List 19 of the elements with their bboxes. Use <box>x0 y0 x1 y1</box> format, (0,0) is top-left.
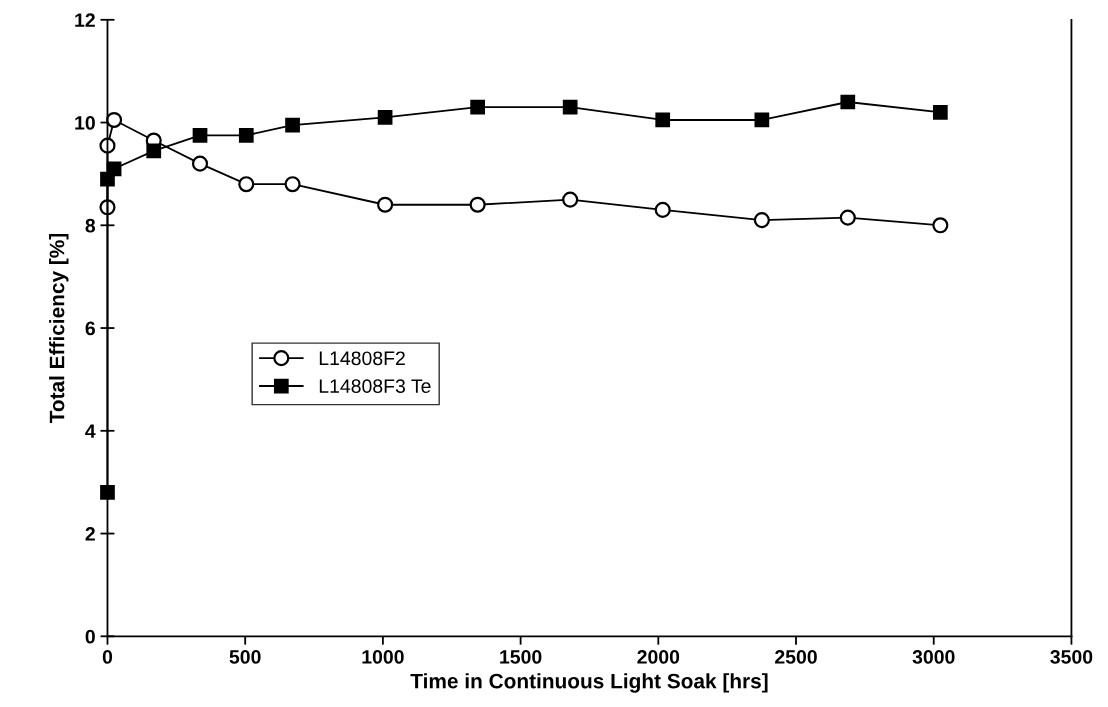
x-tick-label: 3000 <box>912 650 955 664</box>
x-tick-label: 2500 <box>775 650 817 664</box>
legend-label: L14808F3 Te <box>319 379 431 394</box>
y-tick-label: 4 <box>85 424 96 438</box>
y-tick-label: 0 <box>85 629 95 644</box>
y-tick-label: 8 <box>85 218 96 233</box>
x-tick-label: 0 <box>102 650 113 664</box>
x-axis-title: Time in Continuous Light Soak [hrs] <box>410 673 768 693</box>
x-tick-label: 2000 <box>637 650 680 664</box>
x-tick-label: 500 <box>229 650 261 664</box>
x-tick-label: 1000 <box>362 650 404 664</box>
y-tick-label: 2 <box>85 527 95 541</box>
x-tick-label: 3500 <box>1050 650 1093 664</box>
y-tick-label: 12 <box>75 13 95 27</box>
y-tick-label: 10 <box>75 116 95 130</box>
x-tick-label: 1500 <box>500 650 542 664</box>
y-axis-title: Total Efficiency [%] <box>49 233 69 424</box>
y-tick-label: 6 <box>85 321 95 336</box>
legend-label: L14808F2 <box>319 351 405 366</box>
